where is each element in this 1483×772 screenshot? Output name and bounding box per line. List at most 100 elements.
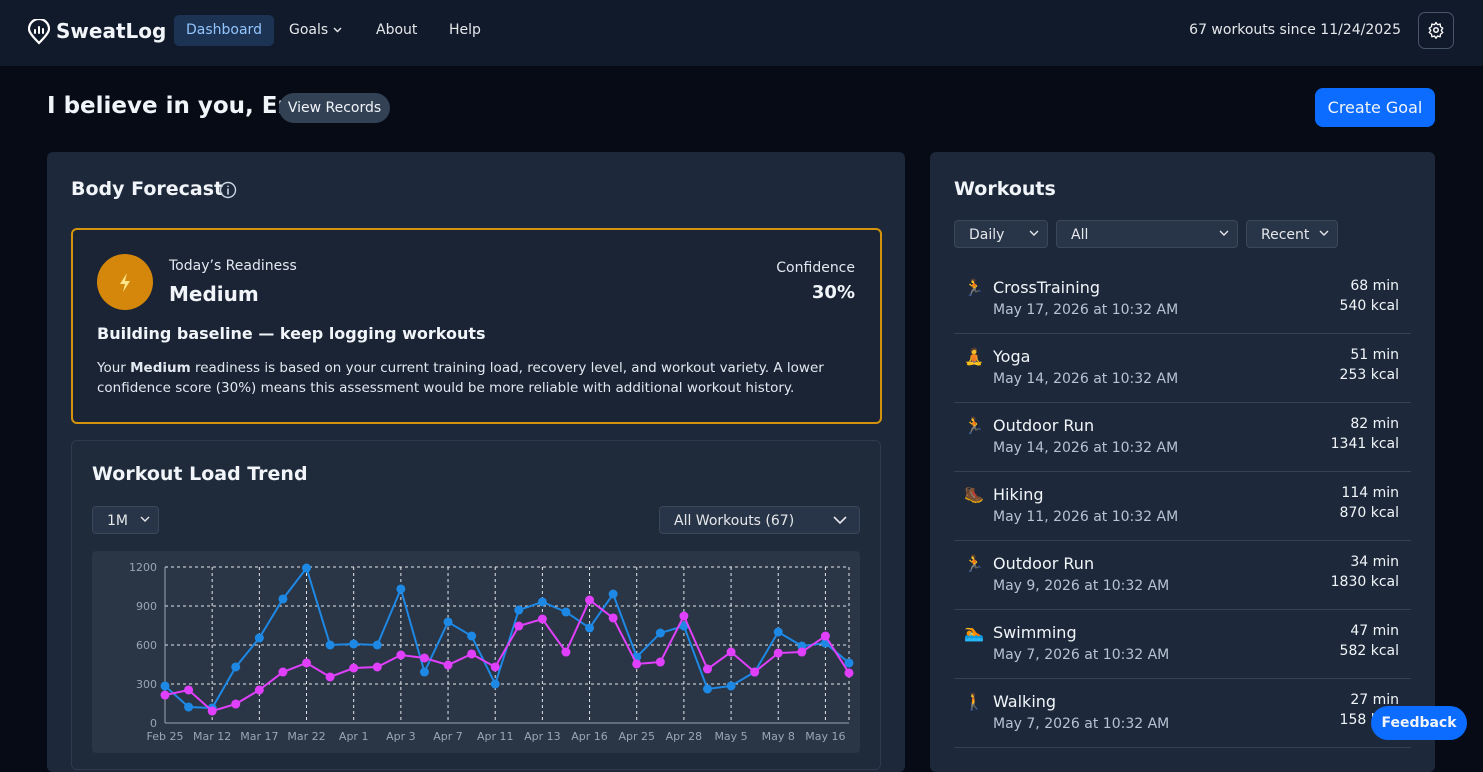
data-point xyxy=(820,631,830,641)
data-point xyxy=(514,621,524,631)
nav-link[interactable]: Goals xyxy=(289,22,329,38)
workout-item[interactable]: 🥾 Hiking May 11, 2026 at 10:32 AM 114 min 87… xyxy=(954,471,1411,541)
x-tick-label: Apr 11 xyxy=(477,730,514,743)
data-point xyxy=(702,684,712,694)
gear-icon xyxy=(1428,21,1444,39)
x-tick-label: May 5 xyxy=(714,730,747,743)
data-point xyxy=(467,649,477,659)
data-point xyxy=(844,658,854,668)
workout-duration: 82 min xyxy=(1350,416,1399,432)
x-tick-label: May 8 xyxy=(762,730,795,743)
data-point xyxy=(160,690,170,700)
workout-calories: 870 kcal xyxy=(1339,505,1399,521)
data-point xyxy=(396,584,406,594)
x-tick-label: Mar 12 xyxy=(193,730,231,743)
workout-duration: 47 min xyxy=(1350,623,1399,639)
data-point xyxy=(561,647,571,657)
data-point xyxy=(443,617,453,627)
readiness-card xyxy=(71,228,882,424)
workout-item[interactable]: 🚶 Walking May 7, 2026 at 10:32 AM 27 min 158… xyxy=(954,678,1411,748)
y-tick-label: 300 xyxy=(136,678,157,691)
filter-select[interactable]: All Workouts (67) xyxy=(659,506,860,534)
readiness-headline: Building baseline — keep logging workout… xyxy=(97,324,486,343)
data-point xyxy=(537,614,547,624)
workout-duration: 51 min xyxy=(1350,347,1399,363)
workout-name: Yoga xyxy=(993,347,1031,366)
sort-select[interactable]: Recent xyxy=(1246,220,1338,248)
data-point xyxy=(679,611,689,621)
x-tick-label: Apr 1 xyxy=(339,730,369,743)
workout-item[interactable]: 🏊 Swimming May 7, 2026 at 10:32 AM 47 min 58… xyxy=(954,609,1411,679)
text: 1M xyxy=(107,513,128,529)
data-point xyxy=(254,633,264,643)
data-point xyxy=(419,653,429,663)
workout-date: May 9, 2026 at 10:32 AM xyxy=(993,578,1170,594)
workout-date: May 7, 2026 at 10:32 AM xyxy=(993,716,1170,732)
x-tick-label: Apr 28 xyxy=(666,730,703,743)
data-point xyxy=(514,605,524,615)
workout-calories: 1341 kcal xyxy=(1330,436,1399,452)
data-point xyxy=(537,597,547,607)
logo-icon xyxy=(28,19,50,45)
readiness-level: Medium xyxy=(169,282,259,306)
info-icon[interactable] xyxy=(219,181,237,199)
chevron xyxy=(333,27,342,33)
feedback-button[interactable]: Feedback xyxy=(1371,706,1467,740)
y-tick-label: 0 xyxy=(150,717,157,730)
data-point xyxy=(797,647,807,657)
nav-link[interactable]: Help xyxy=(449,22,481,38)
y-tick-label: 600 xyxy=(136,639,157,652)
data-point xyxy=(254,685,264,695)
workout-duration: 114 min xyxy=(1341,485,1399,501)
data-point xyxy=(655,628,665,638)
workout-duration: 68 min xyxy=(1350,278,1399,294)
nav-link[interactable]: About xyxy=(376,22,418,38)
series-line xyxy=(164,598,850,713)
settings-button[interactable] xyxy=(1418,12,1454,49)
workout-item[interactable]: 🏃 Outdoor Run May 9, 2026 at 10:32 AM 34 mi… xyxy=(954,540,1411,610)
workout-icon: 🏃 xyxy=(964,278,984,297)
x-tick-label: Mar 22 xyxy=(287,730,325,743)
data-point xyxy=(231,699,241,709)
x-tick-label: Mar 17 xyxy=(240,730,278,743)
trend-title: Workout Load Trend xyxy=(92,463,308,485)
range-select[interactable]: 1M xyxy=(92,506,159,534)
workout-name: Walking xyxy=(993,692,1057,711)
x-tick-label: Apr 13 xyxy=(524,730,561,743)
data-point xyxy=(302,563,312,573)
data-point xyxy=(443,660,453,670)
data-point xyxy=(561,607,571,617)
view-records-button[interactable]: View Records xyxy=(279,93,390,123)
data-point xyxy=(490,679,500,689)
workout-name: CrossTraining xyxy=(993,278,1100,297)
x-tick-label: May 16 xyxy=(805,730,845,743)
workouts-panel xyxy=(930,152,1435,772)
workout-item[interactable]: 🏃 Outdoor Run May 14, 2026 at 10:32 AM 82 m… xyxy=(954,402,1411,472)
text: Daily xyxy=(969,227,1005,243)
workout-duration: 27 min xyxy=(1350,692,1399,708)
series-line xyxy=(164,565,850,710)
data-point xyxy=(632,659,642,669)
workout-icon: 🚶 xyxy=(964,692,984,711)
workout-date: May 17, 2026 at 10:32 AM xyxy=(993,302,1179,318)
data-point xyxy=(325,640,335,650)
data-point xyxy=(585,595,595,605)
nav-link[interactable]: Dashboard xyxy=(174,15,274,46)
period-select[interactable]: Daily xyxy=(954,220,1048,248)
data-point xyxy=(349,639,359,649)
create-goal-button[interactable]: Create Goal xyxy=(1315,88,1435,127)
text: All Workouts (67) xyxy=(674,513,795,529)
data-point xyxy=(302,658,312,668)
data-point xyxy=(396,650,406,660)
readiness-label: Today’s Readiness xyxy=(169,258,297,274)
type-select[interactable]: All xyxy=(1056,220,1238,248)
text: All xyxy=(1071,227,1089,243)
y-tick-label: 900 xyxy=(136,600,157,613)
data-point xyxy=(679,621,689,631)
workout-item[interactable]: 🏃 CrossTraining May 17, 2026 at 10:32 AM 68… xyxy=(954,264,1411,334)
data-point xyxy=(207,706,217,716)
text: Your xyxy=(97,360,131,376)
text: Medium xyxy=(130,360,191,376)
workout-item[interactable]: 🧘 Yoga May 14, 2026 at 10:32 AM 51 min 253 k… xyxy=(954,333,1411,403)
x-tick-label: Apr 7 xyxy=(433,730,463,743)
